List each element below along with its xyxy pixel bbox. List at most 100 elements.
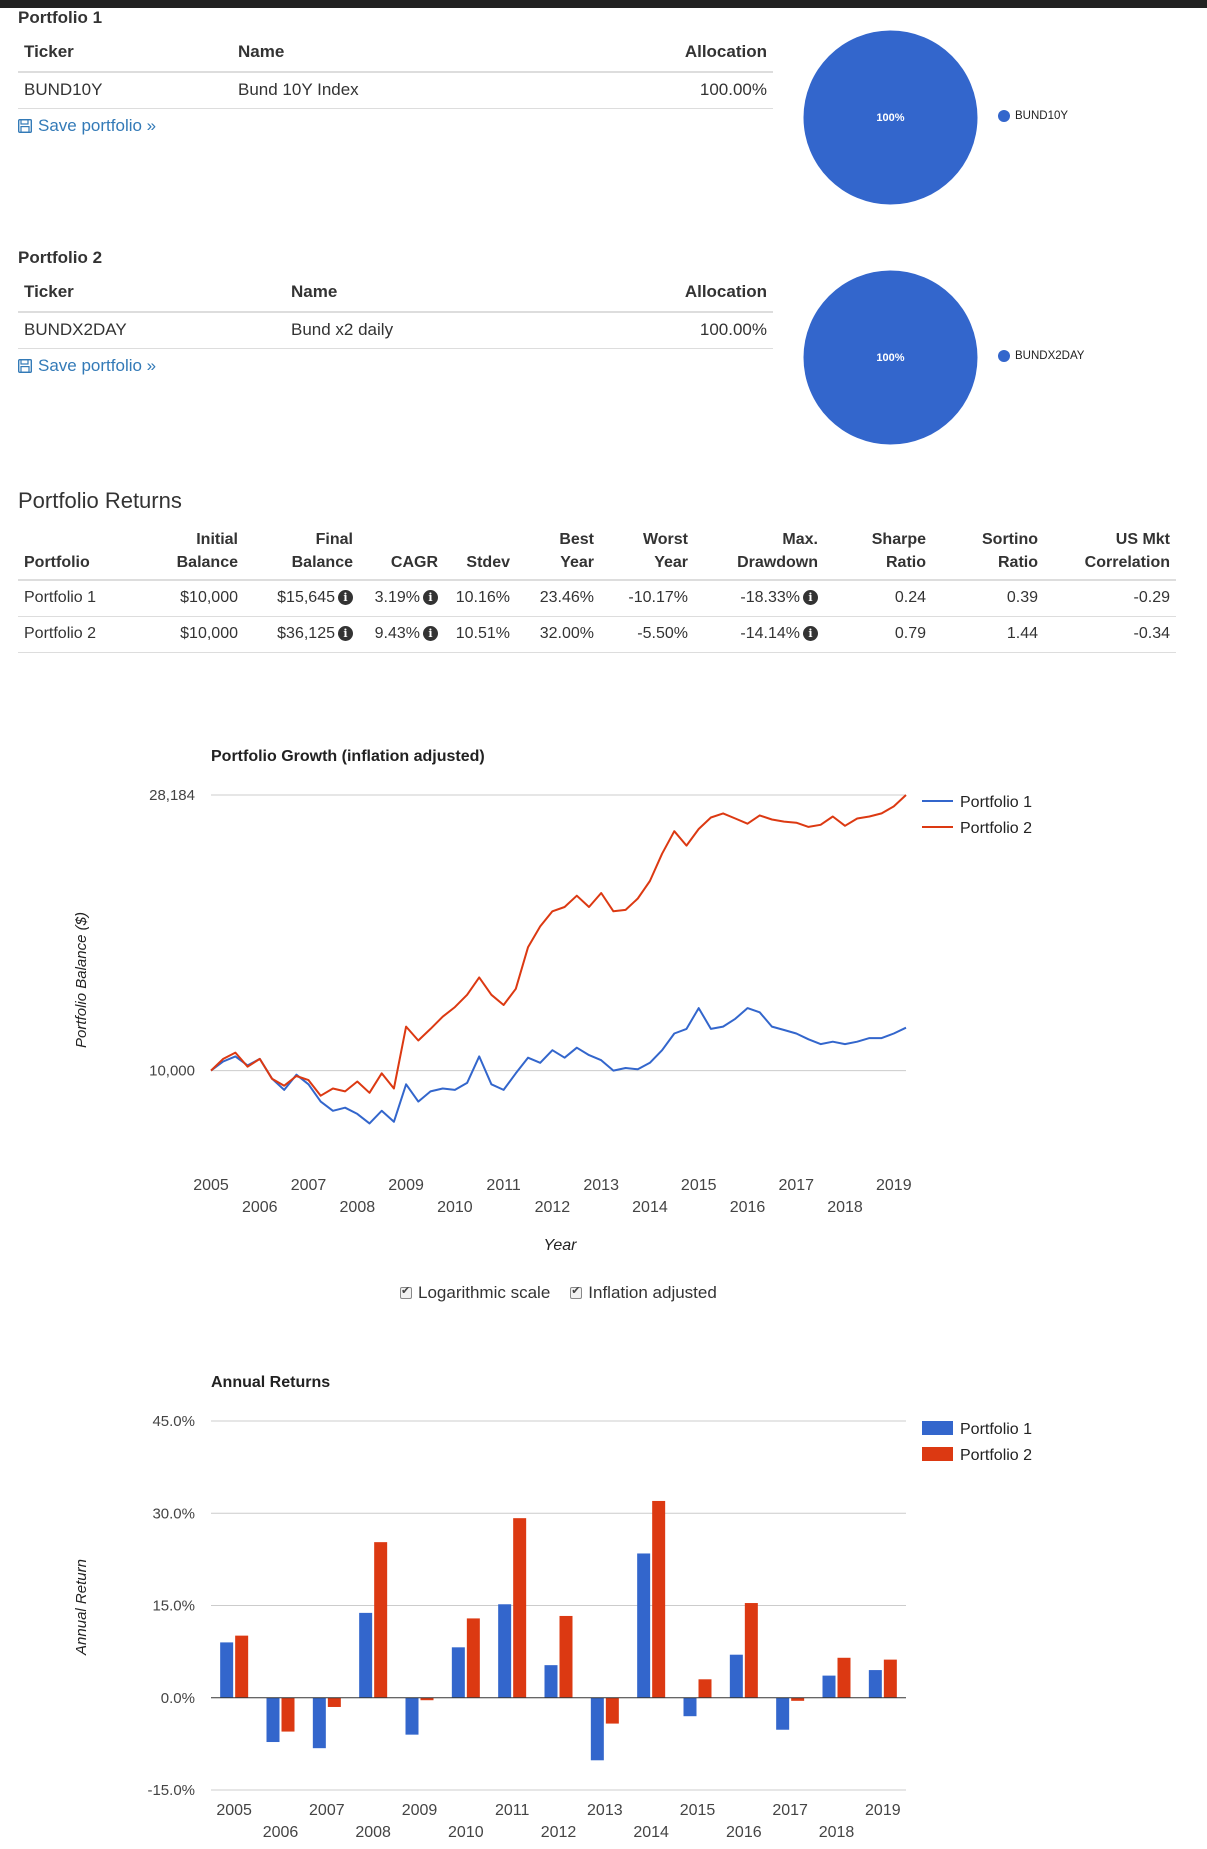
x-tick-label: 2014: [633, 1824, 669, 1841]
name-header: Name: [232, 42, 549, 73]
sortino-cell: 1.44: [932, 616, 1044, 653]
x-tick-label: 2009: [402, 1802, 438, 1819]
legend-label-1: Portfolio 1: [960, 794, 1032, 811]
bar-1-2016: [729, 1654, 743, 1698]
save-portfolio-label: Save portfolio »: [38, 115, 157, 135]
bar-1-2005: [220, 1642, 234, 1698]
ticker-cell: BUNDX2DAY: [18, 312, 285, 349]
legend-label-1: Portfolio 1: [960, 1421, 1032, 1438]
save-portfolio-label: Save portfolio »: [38, 355, 157, 375]
x-tick-label: 2016: [730, 1199, 766, 1216]
portfolio-1-allocation-table: Ticker Name Allocation BUND10Y Bund 10Y …: [18, 42, 773, 109]
bar-2-2008: [374, 1542, 388, 1698]
final-balance-cell: $15,645 i: [244, 580, 359, 617]
name-header: Name: [285, 282, 553, 313]
y-tick-label: 45.0%: [152, 1413, 195, 1430]
info-icon[interactable]: i: [423, 626, 438, 641]
pie-legend-label: BUNDX2DAY: [1015, 350, 1085, 362]
sharpe-ratio-header: Sharpe Ratio: [824, 528, 932, 581]
x-tick-label: 2015: [681, 1177, 717, 1194]
y-tick-label: 0.0%: [161, 1690, 195, 1707]
table-row: BUND10Y Bund 10Y Index 100.00%: [18, 72, 773, 109]
bar-1-2018: [822, 1675, 836, 1698]
x-tick-label: 2017: [778, 1177, 814, 1194]
x-tick-label: 2011: [486, 1177, 521, 1194]
bar-2-2014: [652, 1500, 666, 1698]
x-tick-label: 2015: [680, 1802, 716, 1819]
info-icon[interactable]: i: [803, 590, 818, 606]
worst-year-cell: -5.50%: [600, 616, 694, 653]
x-tick-label: 2008: [340, 1199, 376, 1216]
bar-2-2015: [698, 1679, 712, 1698]
portfolio-2-allocation-table: Ticker Name Allocation BUNDX2DAY Bund x2…: [18, 282, 773, 349]
save-portfolio-1-link[interactable]: Save portfolio »: [18, 116, 773, 136]
x-tick-label: 2017: [772, 1802, 808, 1819]
legend-swatch-2: [922, 1447, 953, 1461]
portfolio-returns-table: Portfolio Initial Balance Final Balance CA…: [18, 528, 1176, 653]
growth-chart-title: Portfolio Growth (inflation adjusted): [211, 748, 485, 765]
portfolio-1-pie-chart: 100% BUND10Y: [803, 30, 1103, 210]
legend-swatch-1: [922, 1421, 953, 1435]
portfolio-1-title: Portfolio 1: [18, 8, 103, 27]
checkbox-checked-icon[interactable]: [570, 1284, 583, 1299]
portfolio-2-section: Portfolio 2 Ticker Name Allocation BUNDX…: [18, 248, 773, 376]
x-tick-label: 2007: [291, 1177, 327, 1194]
growth-chart-options: Logarithmic scale Inflation adjusted: [400, 1283, 717, 1303]
y-axis-label: Annual Return: [73, 1559, 90, 1656]
pie-circle: [803, 270, 978, 445]
final-balance-header: Final Balance: [244, 528, 359, 581]
bar-1-2011: [498, 1604, 512, 1698]
bar-1-2017: [776, 1697, 790, 1730]
x-tick-label: 2006: [263, 1824, 299, 1841]
legend-label-2: Portfolio 2: [960, 1447, 1032, 1464]
info-icon[interactable]: i: [338, 626, 353, 641]
x-axis-label: Year: [544, 1237, 578, 1250]
ticker-cell: BUND10Y: [18, 72, 232, 109]
x-tick-label: 2011: [495, 1802, 530, 1819]
y-tick-label: 30.0%: [152, 1505, 195, 1522]
us-mkt-correlation-header: US Mkt Correlation: [1044, 528, 1176, 581]
bar-1-2014: [637, 1553, 651, 1698]
bar-2-2019: [883, 1659, 897, 1698]
y-tick-label: 10,000: [149, 1063, 195, 1080]
annual-returns-title: Annual Returns: [211, 1374, 331, 1391]
info-icon[interactable]: i: [803, 626, 818, 641]
bar-2-2010: [466, 1618, 480, 1698]
pie-legend-label: BUND10Y: [1015, 110, 1069, 122]
bar-1-2009: [405, 1697, 419, 1735]
logarithmic-scale-checkbox[interactable]: Logarithmic scale: [400, 1283, 550, 1303]
bar-1-2006: [266, 1697, 280, 1743]
sharpe-cell: 0.79: [824, 616, 932, 653]
inflation-adjusted-checkbox[interactable]: Inflation adjusted: [570, 1283, 717, 1303]
y-axis-label: Portfolio Balance ($): [73, 912, 90, 1048]
bar-1-2010: [451, 1647, 465, 1698]
info-icon[interactable]: i: [338, 590, 353, 606]
sortino-ratio-header: Sortino Ratio: [932, 528, 1044, 581]
bar-1-2007: [312, 1697, 326, 1749]
portfolio-2-pie-chart: 100% BUNDX2DAY: [803, 270, 1103, 450]
floppy-disk-icon: [18, 358, 32, 373]
bar-2-2011: [513, 1518, 527, 1698]
checkbox-checked-icon[interactable]: [400, 1284, 412, 1299]
y-tick-label: 15.0%: [152, 1598, 195, 1615]
cagr-cell: 3.19% i: [359, 580, 444, 617]
y-tick-label: -15.0%: [147, 1782, 195, 1799]
worst-year-header: Worst Year: [600, 528, 694, 581]
correlation-cell: -0.34: [1044, 616, 1176, 653]
x-tick-label: 2013: [583, 1177, 619, 1194]
save-portfolio-2-link[interactable]: Save portfolio »: [18, 356, 773, 376]
cagr-header: CAGR: [359, 528, 444, 581]
bar-2-2016: [744, 1603, 758, 1698]
max-drawdown-header: Max. Drawdown: [694, 528, 824, 581]
info-icon[interactable]: i: [423, 590, 438, 606]
legend-dot-icon: [998, 350, 1010, 362]
x-tick-label: 2009: [388, 1177, 424, 1194]
x-tick-label: 2006: [242, 1199, 278, 1216]
bar-1-2013: [590, 1697, 604, 1761]
top-bar: [0, 0, 1207, 8]
portfolio-1-section: Portfolio 1 Ticker Name Allocation BUND1…: [18, 8, 773, 136]
x-tick-label: 2013: [587, 1802, 623, 1819]
stdev-cell: 10.51%: [444, 616, 516, 653]
pie-slice-label: 100%: [876, 352, 905, 364]
stdev-cell: 10.16%: [444, 580, 516, 617]
